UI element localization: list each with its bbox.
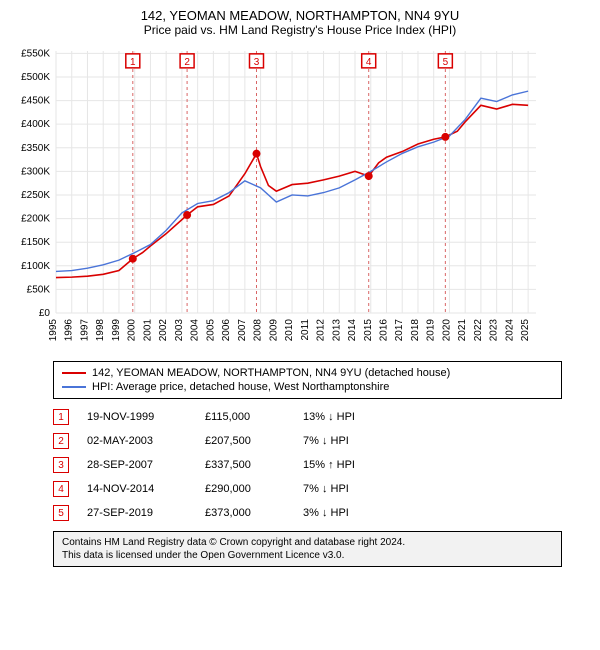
attribution: Contains HM Land Registry data © Crown c… — [53, 531, 562, 567]
legend-swatch — [62, 372, 86, 374]
svg-text:2024: 2024 — [504, 319, 515, 342]
svg-text:2007: 2007 — [237, 319, 248, 342]
event-row: 3 28-SEP-2007 £337,500 15% ↑ HPI — [53, 453, 562, 477]
svg-text:£250K: £250K — [21, 190, 50, 201]
event-date: 28-SEP-2007 — [87, 459, 187, 471]
svg-text:2008: 2008 — [253, 319, 264, 342]
svg-text:1999: 1999 — [111, 319, 122, 342]
event-marker: 3 — [53, 457, 69, 473]
svg-text:2: 2 — [184, 57, 190, 68]
svg-text:2017: 2017 — [394, 319, 405, 342]
event-price: £115,000 — [205, 411, 285, 423]
svg-text:2012: 2012 — [316, 319, 327, 342]
event-delta: 15% ↑ HPI — [303, 459, 393, 471]
event-delta: 13% ↓ HPI — [303, 411, 393, 423]
event-date: 02-MAY-2003 — [87, 435, 187, 447]
svg-text:2014: 2014 — [347, 319, 358, 342]
svg-text:£400K: £400K — [21, 119, 50, 130]
event-price: £373,000 — [205, 507, 285, 519]
svg-text:1998: 1998 — [95, 319, 106, 342]
svg-text:2022: 2022 — [473, 319, 484, 342]
chart-title: 142, YEOMAN MEADOW, NORTHAMPTON, NN4 9YU — [8, 8, 592, 23]
event-delta: 7% ↓ HPI — [303, 435, 393, 447]
svg-text:£350K: £350K — [21, 143, 50, 154]
legend-swatch — [62, 386, 86, 388]
svg-text:2023: 2023 — [489, 319, 500, 342]
event-price: £207,500 — [205, 435, 285, 447]
events-table: 1 19-NOV-1999 £115,000 13% ↓ HPI 2 02-MAY-200… — [53, 405, 562, 525]
svg-text:£200K: £200K — [21, 214, 50, 225]
svg-text:2011: 2011 — [300, 319, 311, 341]
event-delta: 7% ↓ HPI — [303, 483, 393, 495]
svg-text:£300K: £300K — [21, 166, 50, 177]
svg-text:1997: 1997 — [79, 319, 90, 342]
event-marker: 2 — [53, 433, 69, 449]
event-row: 1 19-NOV-1999 £115,000 13% ↓ HPI — [53, 405, 562, 429]
svg-text:2002: 2002 — [158, 319, 169, 342]
chart-subtitle: Price paid vs. HM Land Registry's House … — [8, 23, 592, 37]
svg-text:2003: 2003 — [174, 319, 185, 342]
svg-text:2004: 2004 — [190, 319, 201, 342]
event-date: 27-SEP-2019 — [87, 507, 187, 519]
svg-text:2019: 2019 — [426, 319, 437, 342]
legend-label: HPI: Average price, detached house, West… — [92, 381, 389, 393]
event-marker: 5 — [53, 505, 69, 521]
svg-text:1995: 1995 — [48, 319, 59, 342]
svg-text:4: 4 — [366, 57, 372, 68]
svg-text:£50K: £50K — [27, 284, 51, 295]
svg-text:3: 3 — [254, 57, 260, 68]
event-marker: 1 — [53, 409, 69, 425]
event-date: 19-NOV-1999 — [87, 411, 187, 423]
event-delta: 3% ↓ HPI — [303, 507, 393, 519]
svg-text:2016: 2016 — [378, 319, 389, 342]
svg-text:£150K: £150K — [21, 237, 50, 248]
svg-text:2025: 2025 — [520, 319, 531, 342]
svg-text:£0: £0 — [39, 308, 51, 319]
svg-text:1996: 1996 — [64, 319, 75, 342]
footer-line: Contains HM Land Registry data © Crown c… — [62, 536, 553, 549]
legend: 142, YEOMAN MEADOW, NORTHAMPTON, NN4 9YU… — [53, 361, 562, 399]
svg-text:2018: 2018 — [410, 319, 421, 342]
legend-item: 142, YEOMAN MEADOW, NORTHAMPTON, NN4 9YU… — [62, 366, 553, 380]
event-price: £337,500 — [205, 459, 285, 471]
svg-text:5: 5 — [443, 57, 449, 68]
svg-text:2021: 2021 — [457, 319, 468, 342]
svg-text:2005: 2005 — [205, 319, 216, 342]
svg-text:£550K: £550K — [21, 48, 50, 59]
svg-text:2013: 2013 — [331, 319, 342, 342]
svg-text:1: 1 — [130, 57, 136, 68]
svg-text:£100K: £100K — [21, 261, 50, 272]
legend-item: HPI: Average price, detached house, West… — [62, 380, 553, 394]
event-price: £290,000 — [205, 483, 285, 495]
svg-text:£450K: £450K — [21, 96, 50, 107]
svg-text:2010: 2010 — [284, 319, 295, 342]
footer-line: This data is licensed under the Open Gov… — [62, 549, 553, 562]
svg-text:2001: 2001 — [142, 319, 153, 342]
svg-text:2015: 2015 — [363, 319, 374, 342]
legend-label: 142, YEOMAN MEADOW, NORTHAMPTON, NN4 9YU… — [92, 367, 450, 379]
line-chart: £0 £50K £100K £150K £200K £250K £300K £350K £400… — [8, 43, 548, 353]
svg-text:2020: 2020 — [441, 319, 452, 342]
svg-text:£500K: £500K — [21, 72, 50, 83]
event-row: 2 02-MAY-2003 £207,500 7% ↓ HPI — [53, 429, 562, 453]
event-row: 4 14-NOV-2014 £290,000 7% ↓ HPI — [53, 477, 562, 501]
event-marker: 4 — [53, 481, 69, 497]
svg-text:2000: 2000 — [127, 319, 138, 342]
svg-text:2006: 2006 — [221, 319, 232, 342]
event-row: 5 27-SEP-2019 £373,000 3% ↓ HPI — [53, 501, 562, 525]
event-date: 14-NOV-2014 — [87, 483, 187, 495]
chart-area: £0 £50K £100K £150K £200K £250K £300K £350K £400… — [8, 43, 592, 353]
svg-text:2009: 2009 — [268, 319, 279, 342]
